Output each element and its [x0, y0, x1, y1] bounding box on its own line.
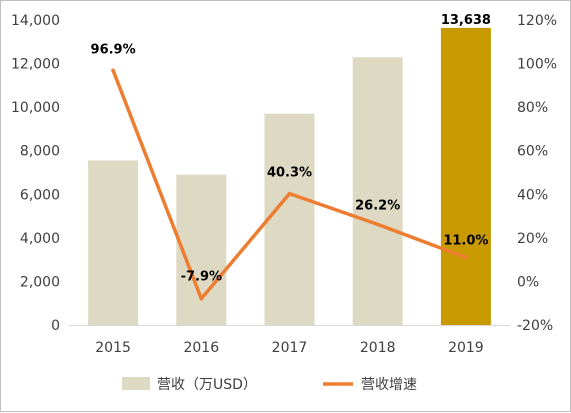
y-left-tick-label: 8,000: [20, 144, 60, 160]
y-left-tick-label: 0: [51, 318, 60, 334]
line-data-label: 40.3%: [267, 166, 312, 181]
bar-data-label: 13,638: [441, 13, 491, 28]
y-right-tick-label: 100%: [517, 57, 557, 73]
y-right-tick-label: 80%: [517, 100, 548, 116]
y-right-tick-label: 40%: [517, 187, 548, 203]
line-data-label: 26.2%: [355, 198, 400, 213]
y-left-tick-label: 14,000: [11, 13, 60, 29]
y-left-tick-label: 10,000: [11, 100, 60, 116]
y-right-tick-label: 0%: [517, 274, 539, 290]
line-point: [464, 255, 468, 260]
bar: [88, 160, 139, 325]
y-left-tick-label: 2,000: [20, 274, 60, 290]
legend-label-revenue: 营收（万USD）: [157, 377, 257, 393]
x-tick-label: 2019: [448, 340, 484, 356]
y-right-tick-label: 60%: [517, 144, 548, 160]
y-left-tick-label: 4,000: [20, 231, 60, 247]
x-tick-label: 2016: [183, 340, 219, 356]
line-point: [199, 296, 204, 301]
y-left-tick-label: 6,000: [20, 187, 60, 203]
legend-swatch-revenue: [122, 377, 150, 390]
bar: [440, 27, 491, 326]
line-data-label: 11.0%: [443, 233, 488, 248]
legend-label-growth: 营收增速: [361, 377, 417, 393]
line-point: [375, 222, 380, 227]
bar: [264, 113, 315, 325]
y-right-tick-label: 120%: [517, 13, 557, 29]
line-data-label: -7.9%: [181, 270, 222, 285]
x-tick-label: 2018: [360, 340, 396, 356]
x-tick-label: 2015: [95, 340, 131, 356]
bar: [352, 57, 403, 325]
line-point: [111, 68, 115, 73]
y-right-tick-label: -20%: [517, 318, 553, 334]
line-data-label: 96.9%: [91, 42, 136, 57]
line-point: [287, 191, 292, 196]
y-left-tick-label: 12,000: [11, 57, 60, 73]
y-right-tick-label: 20%: [517, 231, 548, 247]
x-tick-label: 2017: [272, 340, 308, 356]
